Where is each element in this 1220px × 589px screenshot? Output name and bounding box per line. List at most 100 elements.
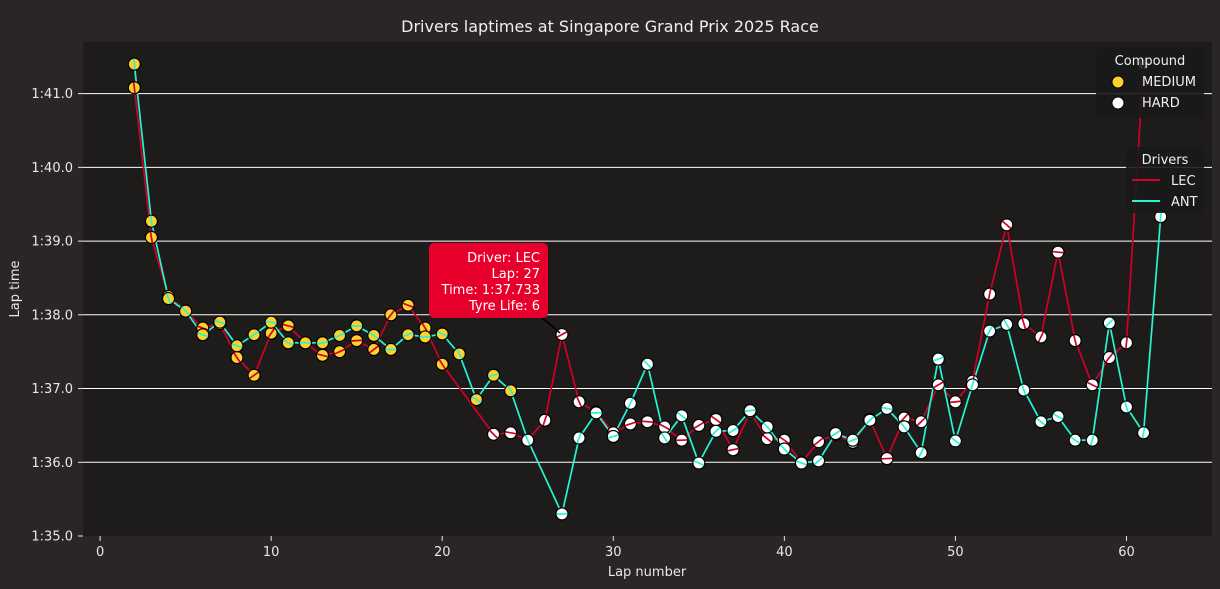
point-line-segment bbox=[624, 421, 636, 427]
x-tick-label: 60 bbox=[1118, 545, 1135, 560]
compound-legend-title: Compound bbox=[1115, 54, 1186, 69]
legend-lec-label: LEC bbox=[1171, 174, 1196, 189]
point-line-segment bbox=[505, 431, 517, 435]
y-axis-ticks: 1:35.0 1:36.0 1:37.0 1:38.0 1:39.0 1:40.0 1:41… bbox=[31, 87, 83, 545]
y-tick-label: 1:35.0 bbox=[31, 530, 73, 545]
legend-hard-label: HARD bbox=[1142, 96, 1180, 111]
point-line-segment bbox=[727, 447, 739, 452]
point-line-segment bbox=[524, 434, 531, 446]
point-line-segment bbox=[132, 82, 136, 94]
x-tick-label: 30 bbox=[605, 545, 622, 560]
point-line-segment bbox=[916, 417, 926, 427]
tooltip-pointer bbox=[539, 315, 561, 334]
point-line-segment bbox=[149, 231, 154, 243]
point-line-segment bbox=[1070, 436, 1081, 444]
point-line-segment bbox=[265, 320, 277, 325]
point-line-segment bbox=[334, 348, 345, 355]
point-line-segment bbox=[643, 359, 652, 369]
point-line-segment bbox=[1002, 220, 1012, 230]
point-line-segment bbox=[1105, 352, 1114, 363]
point-line-segment bbox=[744, 409, 756, 413]
point-line-segment bbox=[660, 432, 669, 443]
point-line-segment bbox=[987, 288, 992, 300]
point-line-segment bbox=[917, 447, 925, 458]
tooltip-line-driver: Driver: LEC bbox=[467, 251, 540, 266]
point-line-segment bbox=[471, 395, 482, 404]
point-line-segment bbox=[402, 302, 414, 309]
y-tick-label: 1:39.0 bbox=[31, 235, 73, 250]
point-line-segment bbox=[576, 432, 582, 444]
point-line-segment bbox=[132, 58, 136, 70]
y-axis-label: Lap time bbox=[8, 261, 23, 318]
point-line-segment bbox=[779, 444, 789, 454]
point-line-segment bbox=[1072, 335, 1078, 347]
point-line-segment bbox=[727, 426, 739, 435]
point-line-segment bbox=[436, 330, 448, 338]
point-line-segment bbox=[933, 381, 944, 389]
point-line-segment bbox=[1124, 401, 1129, 413]
x-tick-label: 50 bbox=[947, 545, 964, 560]
y-tick-label: 1:36.0 bbox=[31, 456, 73, 471]
x-tick-label: 40 bbox=[776, 545, 793, 560]
point-line-segment bbox=[489, 429, 499, 439]
point-line-segment bbox=[762, 434, 773, 443]
point-line-segment bbox=[627, 397, 634, 409]
point-line-segment bbox=[762, 422, 772, 432]
point-line-segment bbox=[607, 434, 619, 439]
point-line-segment bbox=[1086, 381, 1098, 389]
series-points bbox=[127, 57, 1168, 521]
point-line-segment bbox=[368, 331, 379, 340]
point-line-segment bbox=[316, 340, 329, 345]
x-tick-label: 10 bbox=[263, 545, 280, 560]
chart-title: Drivers laptimes at Singapore Grand Prix… bbox=[401, 17, 819, 36]
grid-lines bbox=[83, 93, 1212, 463]
compound-legend: Compound MEDIUM HARD bbox=[1096, 48, 1204, 118]
point-line-segment bbox=[233, 352, 241, 363]
tooltip-line-tyre-life: Tyre Life: 6 bbox=[468, 299, 540, 314]
point-line-segment bbox=[1036, 417, 1046, 426]
point-line-segment bbox=[949, 400, 961, 404]
point-line-segment bbox=[693, 421, 704, 429]
legend-hard-marker bbox=[1111, 96, 1125, 110]
point-line-segment bbox=[402, 332, 414, 338]
point-line-segment bbox=[986, 325, 994, 337]
point-line-segment bbox=[351, 339, 363, 342]
x-axis-ticks: 0 10 20 30 40 50 60 bbox=[96, 536, 1135, 560]
point-line-segment bbox=[900, 422, 909, 432]
point-line-segment bbox=[249, 371, 260, 380]
series-line-lec bbox=[133, 64, 1145, 464]
legend-ant-label: ANT bbox=[1171, 195, 1198, 210]
point-line-segment bbox=[1104, 318, 1114, 328]
tooltip-box bbox=[429, 243, 548, 318]
tooltip-line-lap: Lap: 27 bbox=[491, 267, 540, 282]
hover-tooltip: Driver: LEC Lap: 27 Time: 1:37.733 Tyre … bbox=[429, 243, 561, 334]
point-line-segment bbox=[316, 353, 329, 358]
point-line-segment bbox=[881, 406, 893, 411]
point-line-segment bbox=[813, 456, 824, 466]
point-line-segment bbox=[676, 411, 687, 420]
point-line-segment bbox=[282, 323, 294, 329]
point-line-segment bbox=[711, 426, 721, 436]
point-line-segment bbox=[950, 436, 961, 445]
point-line-segment bbox=[1037, 331, 1045, 343]
point-line-segment bbox=[249, 330, 260, 339]
drivers-legend-background bbox=[1126, 147, 1204, 213]
point-line-segment bbox=[1124, 337, 1128, 349]
point-line-segment bbox=[830, 429, 841, 438]
point-line-segment bbox=[197, 332, 209, 338]
y-tick-label: 1:40.0 bbox=[31, 161, 73, 176]
point-line-segment bbox=[181, 306, 191, 316]
point-line-segment bbox=[710, 415, 721, 424]
drivers-legend-title: Drivers bbox=[1142, 153, 1189, 168]
point-line-segment bbox=[1141, 427, 1146, 439]
point-line-segment bbox=[368, 345, 379, 354]
point-line-segment bbox=[542, 414, 548, 426]
point-line-segment bbox=[641, 420, 654, 424]
x-tick-label: 20 bbox=[434, 545, 451, 560]
drivers-legend: Drivers LEC ANT bbox=[1126, 147, 1204, 213]
point-line-segment bbox=[488, 373, 500, 378]
y-tick-label: 1:38.0 bbox=[31, 308, 73, 323]
legend-medium-marker bbox=[1111, 75, 1125, 89]
point-line-segment bbox=[932, 356, 944, 362]
